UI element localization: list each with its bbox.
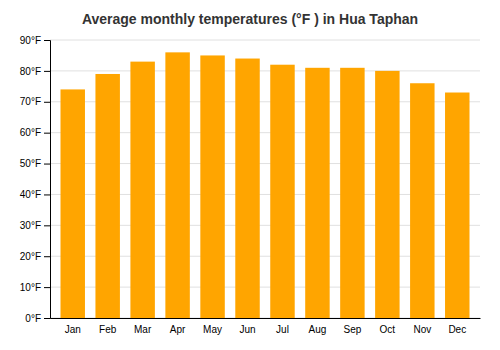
y-tick-mark — [44, 133, 50, 134]
x-tick-label: Dec — [448, 324, 466, 335]
x-tick-label: Sep — [343, 324, 361, 335]
bar — [445, 93, 469, 318]
y-tick-label: 60°F — [20, 127, 41, 138]
x-tick-label: Feb — [99, 324, 117, 335]
y-tick: 40°F — [20, 189, 50, 200]
x-tick: Aug — [309, 324, 327, 335]
x-tick: Nov — [413, 324, 431, 335]
x-tick-label: Jun — [239, 324, 255, 335]
y-tick-label: 10°F — [20, 282, 41, 293]
y-tick-mark — [44, 102, 50, 103]
x-tick-label: Aug — [309, 324, 327, 335]
x-tick: Jan — [65, 324, 81, 335]
y-tick-mark — [44, 194, 50, 195]
title: Average monthly temperatures (°F ) in Hu… — [82, 11, 418, 27]
y-tick-label: 50°F — [20, 158, 41, 169]
y-tick: 0°F — [25, 313, 50, 324]
y-tick: 60°F — [20, 127, 50, 138]
y-tick-label: 40°F — [20, 189, 41, 200]
y-tick: 90°F — [20, 35, 50, 46]
y-tick: 20°F — [20, 251, 50, 262]
chart: 0°F 10°F 20°F 30°F 40°F 50°F 60°F 70°F 80°F 90°F J… — [0, 0, 500, 350]
x-axis-line — [51, 318, 481, 319]
y-tick: 30°F — [20, 220, 50, 231]
y-tick-mark — [44, 71, 50, 72]
bar — [60, 89, 84, 318]
bar — [130, 62, 154, 318]
y-tick: 70°F — [20, 96, 50, 107]
x-tick-label: Jan — [65, 324, 81, 335]
x-tick: Feb — [99, 324, 117, 335]
bar — [200, 55, 224, 318]
grid — [50, 40, 480, 318]
y-tick-label: 80°F — [20, 66, 41, 77]
x-tick: Dec — [448, 324, 466, 335]
y-axis-line — [44, 41, 51, 319]
bars — [60, 52, 469, 318]
x-tick: May — [203, 324, 222, 335]
x-tick-label: May — [203, 324, 222, 335]
y-tick-mark — [44, 225, 50, 226]
x-tick: Oct — [380, 324, 396, 335]
y-tick: 80°F — [20, 66, 50, 77]
bar — [235, 59, 259, 318]
y-tick-mark — [44, 40, 50, 41]
x-tick-label: Oct — [380, 324, 396, 335]
y-tick-mark — [44, 318, 50, 319]
x-tick-label: Apr — [170, 324, 186, 335]
x-tick: Apr — [170, 324, 186, 335]
y-tick: 10°F — [20, 282, 50, 293]
y-tick-label: 90°F — [20, 35, 41, 46]
grid-line — [50, 70, 480, 71]
y-tick: 50°F — [20, 158, 50, 169]
x-tick: Sep — [343, 324, 361, 335]
x-tick: Mar — [134, 324, 152, 335]
y-tick-label: 70°F — [20, 96, 41, 107]
y-tick-mark — [44, 287, 50, 288]
bar — [375, 71, 399, 318]
plot: 0°F 10°F 20°F 30°F 40°F 50°F 60°F 70°F 80°F 90°F J… — [20, 35, 481, 335]
x-tick-label: Jul — [276, 324, 289, 335]
bar — [340, 68, 364, 318]
y-tick-mark — [44, 256, 50, 257]
y-tick-label: 30°F — [20, 220, 41, 231]
bar — [305, 68, 329, 318]
x-tick: Jun — [239, 324, 255, 335]
bar — [165, 52, 189, 318]
bar — [95, 74, 119, 318]
bar — [270, 65, 294, 318]
grid-line — [50, 40, 480, 41]
x-tick-label: Mar — [134, 324, 152, 335]
y-axis: 0°F 10°F 20°F 30°F 40°F 50°F 60°F 70°F 80°F 90°F — [20, 35, 51, 324]
x-tick-label: Nov — [413, 324, 431, 335]
x-tick: Jul — [276, 324, 289, 335]
y-tick-label: 0°F — [25, 313, 41, 324]
bar — [410, 83, 434, 318]
x-axis: Jan Feb Mar Apr May Jun Jul Aug Sep Oct Nov Dec — [51, 319, 481, 336]
y-tick-label: 20°F — [20, 251, 41, 262]
y-tick-mark — [44, 164, 50, 165]
